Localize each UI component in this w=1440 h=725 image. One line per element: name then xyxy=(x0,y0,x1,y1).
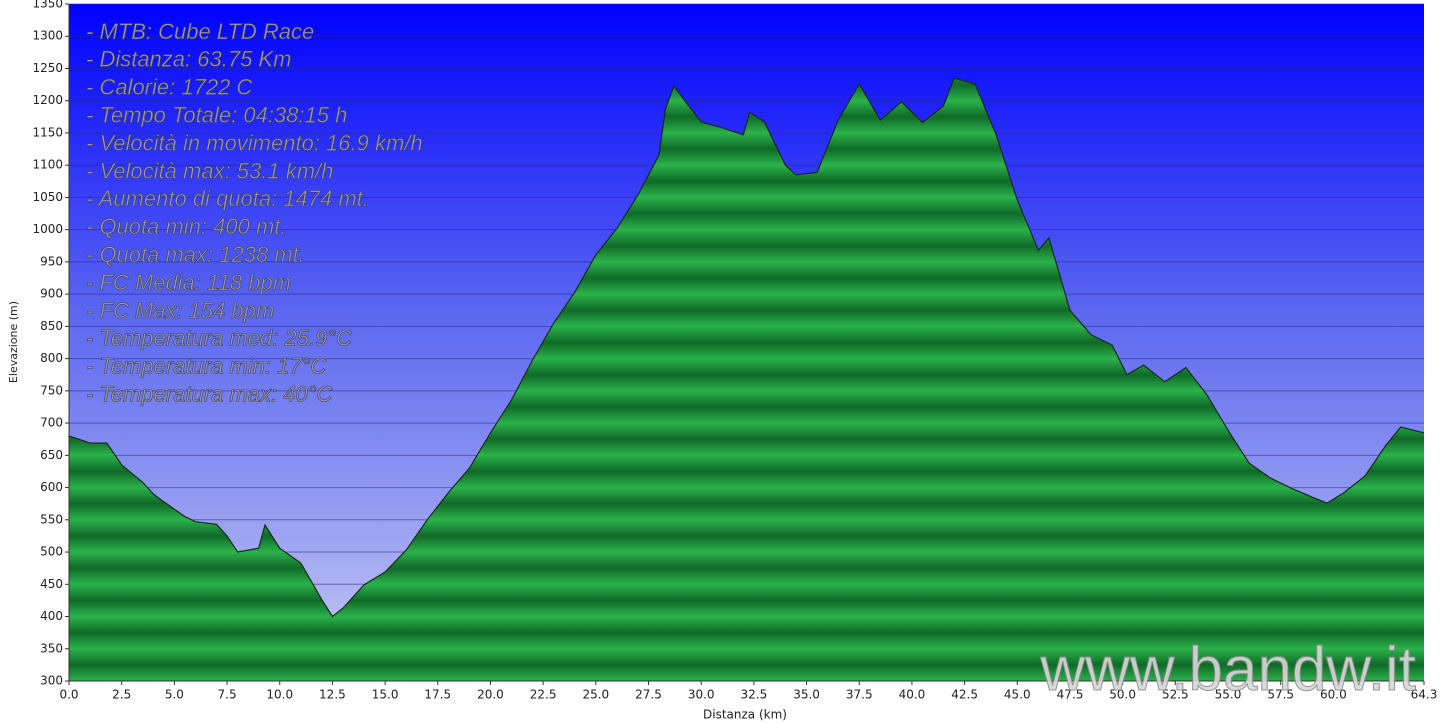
elevation-line xyxy=(68,77,1425,618)
stat-annotation: - Temperatura max: 40°C xyxy=(86,382,333,407)
x-tick-label: 50.0 xyxy=(1109,688,1136,702)
stat-annotation: - Distanza: 63.75 Km xyxy=(86,47,291,72)
y-tick-label: 1100 xyxy=(32,158,63,172)
x-tick-label: 47.5 xyxy=(1057,688,1084,702)
y-tick-label: 1050 xyxy=(32,190,63,204)
y-tick-label: 450 xyxy=(40,577,63,591)
x-tick-label: 45.0 xyxy=(1004,688,1031,702)
y-tick-label: 950 xyxy=(40,254,63,268)
x-tick-label: 25.0 xyxy=(582,688,609,702)
y-axis-label: Elevazione (m) xyxy=(7,301,20,383)
stat-annotation: - FC Media: 118 bpm xyxy=(86,270,291,295)
x-tick-label: 15.0 xyxy=(372,688,399,702)
y-tick-label: 1300 xyxy=(32,29,63,43)
x-tick-label: 10.0 xyxy=(266,688,293,702)
stat-annotation: - Temperatura min: 17°C xyxy=(86,354,326,379)
y-tick-label: 750 xyxy=(40,383,63,397)
y-tick-label: 800 xyxy=(40,351,63,365)
x-tick-label: 64.3 xyxy=(1411,688,1438,702)
x-tick-label: 32.5 xyxy=(741,688,768,702)
x-axis-label: Distanza (km) xyxy=(703,708,787,722)
y-tick-label: 600 xyxy=(40,480,63,494)
y-tick-label: 300 xyxy=(40,674,63,688)
y-tick-label: 1000 xyxy=(32,222,63,236)
y-tick-label: 400 xyxy=(40,609,63,623)
stat-annotation: - Quota min: 400 mt. xyxy=(86,214,287,239)
stat-annotation: - Aumento di quota: 1474 mt. xyxy=(86,186,369,211)
x-tick-label: 2.5 xyxy=(112,688,131,702)
y-tick-label: 500 xyxy=(40,545,63,559)
x-tick-label: 30.0 xyxy=(688,688,715,702)
stat-annotation: - Velocità in movimento: 16.9 km/h xyxy=(86,130,423,155)
x-tick-label: 0.0 xyxy=(59,688,78,702)
x-tick-label: 37.5 xyxy=(846,688,873,702)
y-tick-label: 900 xyxy=(40,287,63,301)
x-tick-label: 55.0 xyxy=(1215,688,1242,702)
y-tick-label: 1200 xyxy=(32,93,63,107)
stat-annotation: - Temperatura med: 25.9°C xyxy=(86,326,352,351)
x-tick-label: 12.5 xyxy=(319,688,346,702)
x-tick-label: 60.0 xyxy=(1320,688,1347,702)
x-tick-label: 42.5 xyxy=(951,688,978,702)
y-tick-label: 1350 xyxy=(32,0,63,11)
y-tick-label: 350 xyxy=(40,641,63,655)
y-tick-label: 700 xyxy=(40,416,63,430)
stat-annotation: - Calorie: 1722 C xyxy=(86,75,252,100)
stat-annotation: - Tempo Totale: 04:38:15 h xyxy=(86,103,347,128)
x-tick-label: 22.5 xyxy=(530,688,557,702)
x-tick-label: 52.5 xyxy=(1162,688,1189,702)
stat-annotation: - Quota max: 1238 mt. xyxy=(86,242,305,267)
stat-annotation: - FC Max: 154 bpm xyxy=(86,298,274,323)
y-tick-label: 650 xyxy=(40,448,63,462)
elevation-area xyxy=(69,78,1424,682)
y-tick-label: 550 xyxy=(40,512,63,526)
stat-annotation: - Velocità max: 53.1 km/h xyxy=(86,158,333,183)
x-tick-label: 27.5 xyxy=(635,688,662,702)
x-tick-label: 40.0 xyxy=(899,688,926,702)
x-tick-label: 57.5 xyxy=(1267,688,1294,702)
x-tick-label: 5.0 xyxy=(165,688,184,702)
x-tick-label: 20.0 xyxy=(477,688,504,702)
y-tick-label: 850 xyxy=(40,319,63,333)
x-tick-label: 35.0 xyxy=(793,688,820,702)
x-tick-label: 7.5 xyxy=(218,688,237,702)
stat-annotation: - MTB: Cube LTD Race xyxy=(86,19,314,44)
x-tick-label: 17.5 xyxy=(424,688,451,702)
y-tick-label: 1250 xyxy=(32,61,63,75)
y-tick-label: 1150 xyxy=(32,125,63,139)
watermark: www.bandw.it xyxy=(1039,635,1416,704)
